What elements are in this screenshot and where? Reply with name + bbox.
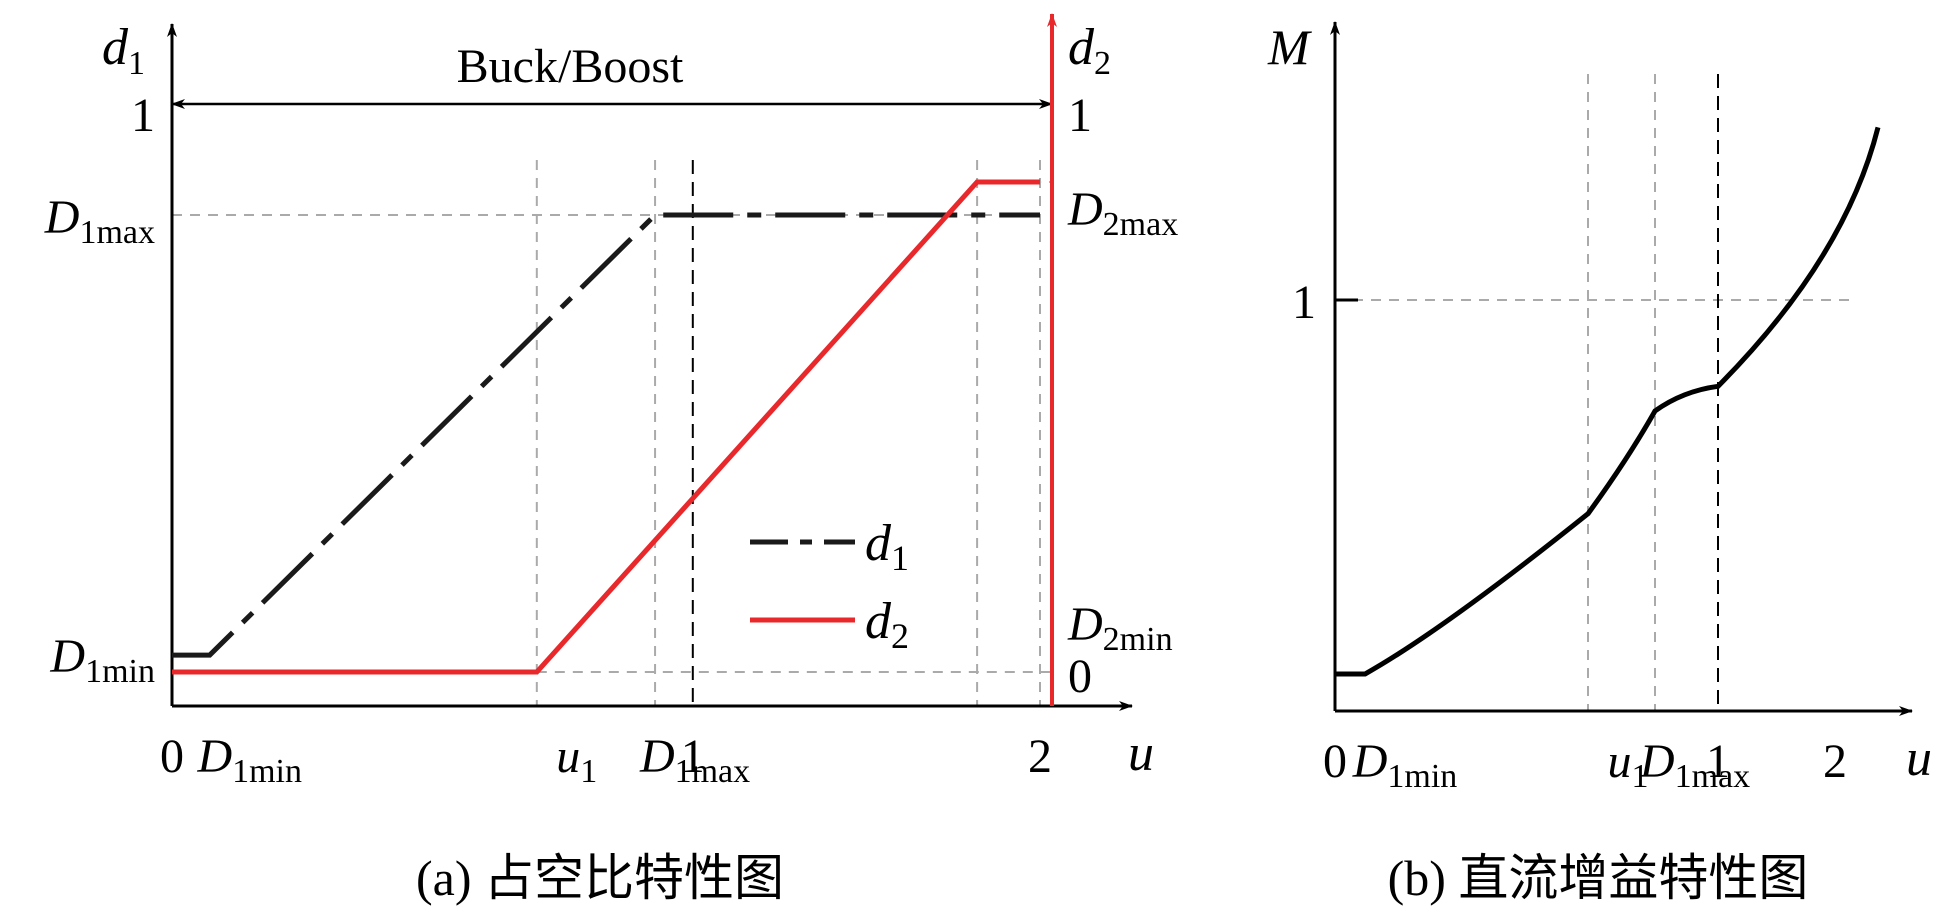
x-tick-a: D1max <box>639 730 750 790</box>
x-tick-b: D1min <box>1352 735 1458 795</box>
caption-a: (a) 占空比特性图 <box>416 850 784 906</box>
y-tick-d1: 1 <box>131 89 155 142</box>
x-axis-b-title: u <box>1906 730 1932 787</box>
y-axis-d1-title: d1 <box>102 19 145 82</box>
series-d1 <box>172 212 1040 658</box>
grid-lines-b <box>1335 74 1850 711</box>
buck-boost-label: Buck/Boost <box>457 40 684 93</box>
series-m <box>1335 126 1881 677</box>
x-tick-a: 0 <box>160 730 184 783</box>
y-tick-m: 1 <box>1292 276 1316 329</box>
axes-a <box>167 13 1133 711</box>
y-tick-d2: D2min <box>1067 598 1173 658</box>
x-tick-b: u1 <box>1608 735 1649 795</box>
y-tick-d1: D1max <box>44 191 155 251</box>
x-tick-b: 0 <box>1323 735 1347 788</box>
x-tick-a: u1 <box>556 730 597 790</box>
y-axis-m-title: M <box>1267 19 1312 75</box>
legend-label-d1: d1 <box>865 515 909 578</box>
x-tick-a: 2 <box>1028 730 1052 783</box>
x-axis-a-title: u <box>1128 725 1154 782</box>
y-tick-d1: D1min <box>49 630 155 690</box>
series-d2 <box>172 179 1040 675</box>
y-tick-d2: 1 <box>1068 89 1092 142</box>
y-tick-d2: D2max <box>1067 183 1178 243</box>
x-tick-a: D1min <box>196 730 302 790</box>
x-tick-b: 2 <box>1823 735 1847 788</box>
axes-b <box>1330 21 1913 716</box>
y-tick-d2: 0 <box>1068 650 1092 703</box>
y-axis-d2-title: d2 <box>1068 19 1111 82</box>
x-tick-b: D1max <box>1639 735 1750 795</box>
legend-label-d2: d2 <box>865 593 909 656</box>
series-b <box>1335 126 1881 677</box>
x-tick-a: 1 <box>681 730 705 783</box>
x-tick-b: 1 <box>1706 735 1730 788</box>
caption-b: (b) 直流增益特性图 <box>1388 850 1809 906</box>
series-a <box>172 179 1040 675</box>
